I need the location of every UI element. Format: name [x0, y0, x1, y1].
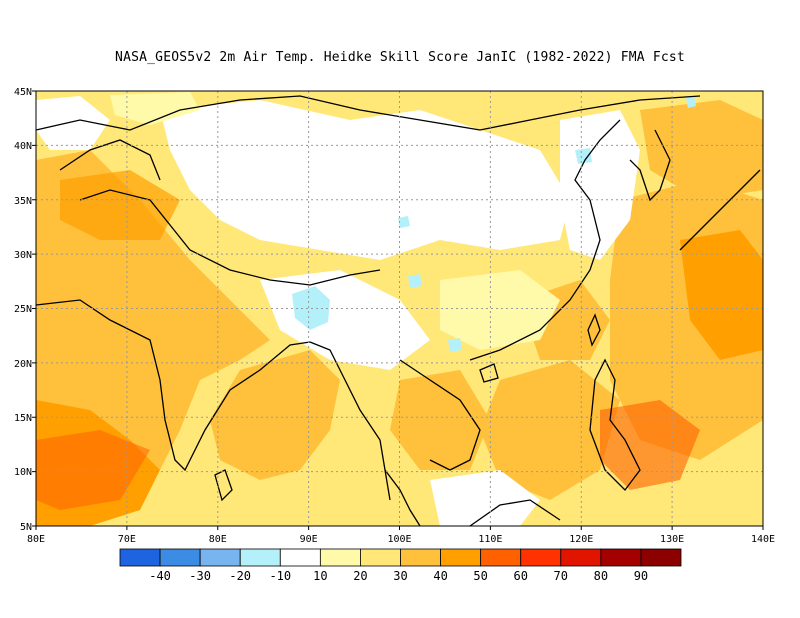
colorbar-label: -40 — [149, 569, 171, 583]
colorbar-swatch — [400, 548, 441, 567]
colorbar-label: 70 — [554, 569, 568, 583]
lon-tick-label: 80E — [27, 534, 45, 545]
coast-hainan — [479, 363, 499, 383]
colorbar-swatch — [279, 548, 321, 567]
lat-tick-label: 15N — [14, 413, 32, 424]
coast-china-east — [574, 119, 621, 201]
colorbar-label: -30 — [189, 569, 211, 583]
lat-tick-label: 20N — [14, 359, 32, 370]
colorbar-swatch — [360, 548, 401, 567]
lat-tick-label: 5N — [20, 522, 32, 533]
colorbar-label: -10 — [269, 569, 291, 583]
border-north-india — [59, 139, 161, 181]
coast-malaysia — [384, 469, 421, 526]
lat-tick-label: 25N — [14, 304, 32, 315]
coast-india — [36, 299, 311, 472]
colorbar-swatch — [640, 548, 682, 567]
colorbar-label: 50 — [473, 569, 487, 583]
field-negative-3 — [408, 274, 422, 288]
colorbar: -40 -30 -20 -10 10 20 30 40 50 60 70 80 90 — [119, 548, 682, 583]
field-negative-2 — [398, 216, 410, 228]
field-low-south-china — [440, 270, 560, 350]
colorbar-swatch — [159, 548, 201, 567]
coast-indochina — [399, 359, 481, 471]
colorbar-swatch — [119, 548, 161, 567]
field-negative-4 — [448, 338, 462, 352]
coast-borneo — [469, 499, 561, 526]
field-negative-5 — [686, 96, 696, 108]
lon-tick-label: 120E — [569, 534, 593, 545]
field-high-scs — [480, 360, 620, 500]
lon-tick-label: 70E — [118, 534, 136, 545]
coast-philippines — [589, 358, 641, 491]
lon-tick-label: 80E — [209, 534, 227, 545]
colorbar-label: 20 — [353, 569, 367, 583]
colorbar-label: 60 — [513, 569, 527, 583]
field-high-south-india — [36, 430, 150, 510]
colorbar-label: -20 — [229, 569, 251, 583]
lat-tick-label: 40N — [14, 141, 32, 152]
coast-china-south — [469, 199, 601, 361]
coast-korea — [629, 129, 671, 202]
coastlines — [36, 95, 761, 526]
border-himalaya — [79, 189, 381, 286]
field-low-borneo — [430, 470, 540, 526]
lon-tick-label: 110E — [478, 534, 502, 545]
chart-title: NASA_GEOS5v2 2m Air Temp. Heidke Skill S… — [115, 50, 685, 65]
field-low-north-china — [560, 110, 640, 260]
colorbar-label: 40 — [433, 569, 447, 583]
colorbar-swatch — [199, 548, 241, 567]
lon-tick-label: 90E — [300, 534, 318, 545]
lat-tick-label: 10N — [14, 467, 32, 478]
field-high-indochina — [390, 370, 490, 470]
lat-tick-label: 35N — [14, 196, 32, 207]
field-high-philippines — [600, 400, 700, 490]
colorbar-swatch — [319, 548, 361, 567]
field-high-afghan — [60, 170, 180, 240]
axes: 45N 40N 35N 30N 25N 20N 15N 10N 5N 80E 7… — [14, 87, 775, 545]
field-low-kazakh — [110, 92, 200, 125]
field-high-japan — [640, 100, 763, 200]
colorbar-label: 30 — [393, 569, 407, 583]
colorbar-swatch — [560, 548, 602, 567]
coast-japan — [679, 169, 761, 251]
lon-tick-label: 140E — [751, 534, 775, 545]
field-high-bay — [210, 350, 340, 480]
lon-tick-label: 130E — [660, 534, 684, 545]
border-china-north — [36, 95, 701, 131]
lon-tick-label: 100E — [387, 534, 411, 545]
lat-tick-label: 45N — [14, 87, 32, 98]
colorbar-swatch — [520, 548, 562, 567]
colorbar-swatch — [239, 548, 281, 567]
colorbar-swatch — [480, 548, 522, 567]
colorbar-swatch — [600, 548, 642, 567]
colorbar-label: 80 — [594, 569, 608, 583]
field-high-pacific-core — [680, 230, 763, 360]
gridlines — [36, 91, 763, 526]
field-low-tibet — [160, 100, 570, 260]
colorbar-label: 10 — [313, 569, 327, 583]
field-negative-1 — [575, 148, 592, 164]
coast-taiwan — [587, 313, 601, 347]
field-low-west — [36, 96, 110, 150]
lat-tick-label: 30N — [14, 250, 32, 261]
colorbar-swatch — [440, 548, 482, 567]
colorbar-label: 90 — [634, 569, 648, 583]
